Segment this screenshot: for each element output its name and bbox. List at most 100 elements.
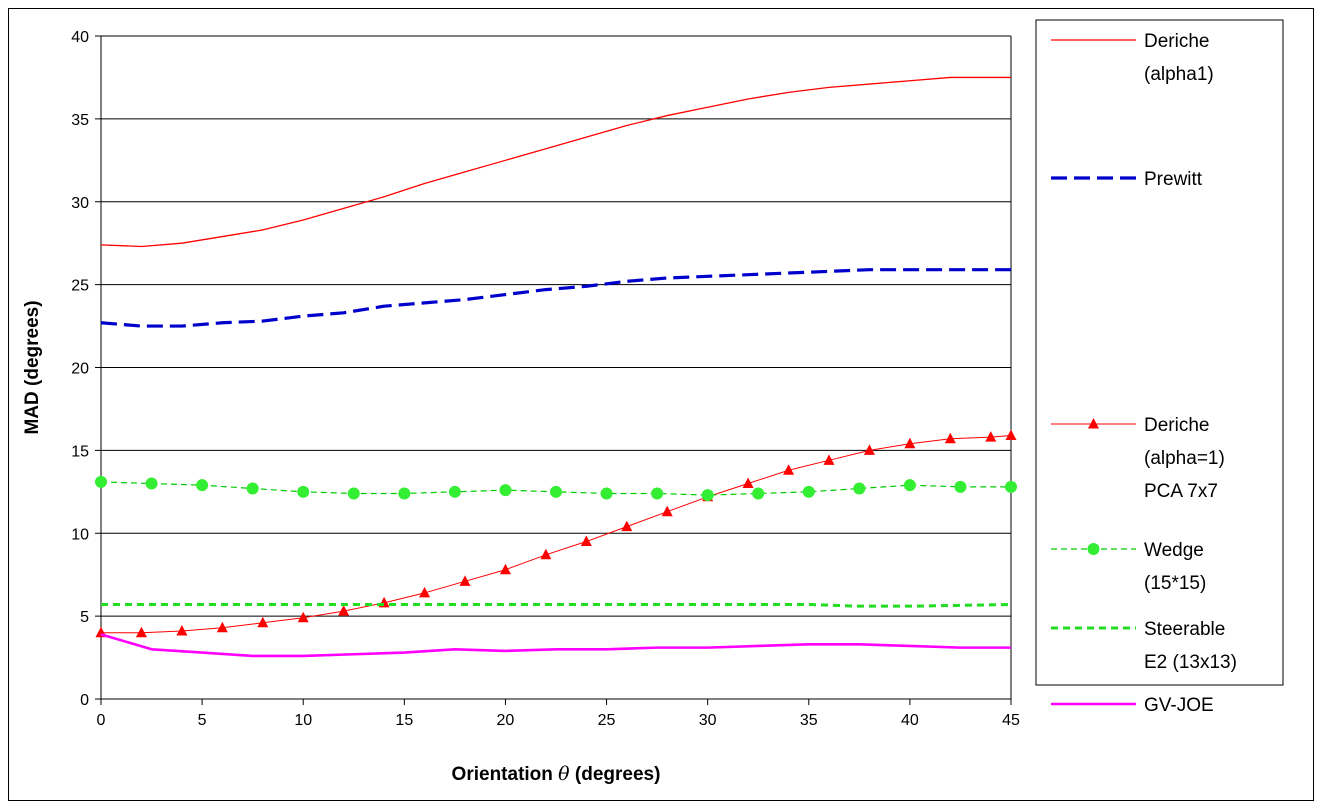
y-tick-label: 15 bbox=[71, 443, 89, 460]
data-point-triangle bbox=[257, 616, 269, 628]
legend-item-1: Prewitt bbox=[1051, 169, 1203, 190]
data-point-triangle bbox=[338, 605, 350, 616]
legend-label: Wedge bbox=[1144, 540, 1204, 561]
data-point-triangle bbox=[985, 431, 997, 442]
data-point-circle bbox=[752, 487, 765, 500]
y-tick-label: 35 bbox=[71, 112, 89, 129]
series-line bbox=[100, 268, 1011, 328]
data-point-circle bbox=[1005, 480, 1017, 493]
x-tick-label: 45 bbox=[1002, 712, 1020, 729]
y-tick-label: 30 bbox=[71, 195, 89, 212]
series-line bbox=[101, 434, 1012, 634]
legend-label: E2 (13x13) bbox=[1144, 652, 1237, 673]
data-point-circle bbox=[297, 485, 310, 498]
x-tick-label: 40 bbox=[901, 712, 919, 729]
y-tick-label: 40 bbox=[71, 29, 89, 46]
series-3 bbox=[95, 475, 1017, 502]
data-point-triangle bbox=[297, 611, 309, 623]
y-axis-title: MAD (degrees) bbox=[22, 300, 43, 434]
data-point-triangle bbox=[1088, 418, 1099, 429]
data-point-triangle bbox=[499, 563, 511, 575]
data-point-triangle bbox=[783, 464, 795, 475]
y-tick-label: 5 bbox=[80, 609, 89, 626]
data-point-circle bbox=[802, 485, 815, 498]
x-tick-label: 5 bbox=[198, 712, 207, 729]
x-tick-label: 10 bbox=[294, 712, 312, 729]
data-point-circle bbox=[701, 489, 714, 502]
data-point-triangle bbox=[459, 575, 471, 586]
series-2 bbox=[95, 429, 1017, 638]
data-point-circle bbox=[145, 477, 158, 490]
x-tick-label: 30 bbox=[699, 712, 717, 729]
series-5 bbox=[100, 633, 1011, 658]
series-line bbox=[100, 76, 1011, 248]
legend-label: Deriche bbox=[1144, 415, 1209, 436]
legend-label: Deriche bbox=[1144, 31, 1209, 52]
data-point-triangle bbox=[621, 520, 633, 532]
y-tick-label: 10 bbox=[71, 526, 89, 543]
data-point-circle bbox=[1087, 543, 1100, 555]
legend: Deriche (alpha1) Prewitt Deriche (alpha=1) PC… bbox=[1035, 19, 1284, 716]
legend-box bbox=[1035, 19, 1284, 686]
data-point-triangle bbox=[580, 535, 592, 547]
legend-label: GV-JOE bbox=[1144, 695, 1214, 716]
data-point-circle bbox=[196, 479, 209, 492]
axes: 0 5 10 15 20 25 30 35 40 0 5 10 15 20 25 30 35 40 45 bbox=[71, 29, 1020, 729]
legend-item-5: GV-JOE bbox=[1051, 695, 1214, 716]
data-point-triangle bbox=[661, 505, 673, 517]
legend-label: (15*15) bbox=[1144, 573, 1206, 594]
data-point-circle bbox=[954, 480, 967, 493]
chart-frame bbox=[8, 8, 1314, 801]
data-point-circle bbox=[600, 487, 613, 500]
data-point-triangle bbox=[863, 444, 875, 455]
series-4 bbox=[101, 603, 1012, 608]
legend-label: (alpha1) bbox=[1144, 64, 1214, 85]
data-point-triangle bbox=[742, 477, 754, 489]
legend-label: Prewitt bbox=[1144, 169, 1203, 190]
legend-item-0: Deriche (alpha1) bbox=[1051, 31, 1214, 85]
data-point-triangle bbox=[904, 437, 916, 449]
x-axis-title-symbol: θ bbox=[558, 763, 570, 785]
x-axis-title-text: Orientation bbox=[452, 764, 553, 785]
data-point-triangle bbox=[176, 625, 188, 636]
data-point-circle bbox=[448, 485, 461, 498]
data-point-circle bbox=[499, 484, 512, 497]
series-0 bbox=[100, 76, 1011, 248]
x-tick-label: 20 bbox=[497, 712, 515, 729]
data-point-triangle bbox=[216, 621, 228, 633]
data-point-circle bbox=[95, 475, 107, 488]
series-line bbox=[101, 603, 1012, 608]
data-point-circle bbox=[347, 487, 360, 500]
legend-label: (alpha=1) bbox=[1144, 448, 1225, 469]
x-tick-label: 35 bbox=[800, 712, 818, 729]
x-tick-label: 25 bbox=[598, 712, 616, 729]
data-point-triangle bbox=[135, 626, 147, 638]
y-tick-label: 0 bbox=[80, 692, 89, 709]
data-point-triangle bbox=[1005, 429, 1017, 440]
x-tick-label: 0 bbox=[97, 712, 106, 729]
legend-item-2: Deriche (alpha=1) PCA 7x7 bbox=[1051, 415, 1225, 502]
data-point-triangle bbox=[944, 432, 956, 444]
data-point-triangle bbox=[823, 454, 835, 465]
data-point-circle bbox=[550, 485, 562, 498]
data-point-circle bbox=[246, 482, 259, 495]
legend-item-4: Steerable E2 (13x13) bbox=[1051, 619, 1237, 673]
x-tick-label: 15 bbox=[395, 712, 413, 729]
x-axis-title: Orientation θ (degrees) bbox=[452, 763, 661, 785]
data-point-circle bbox=[398, 487, 411, 500]
data-point-circle bbox=[853, 482, 866, 495]
data-point-triangle bbox=[419, 586, 431, 598]
y-tick-label: 25 bbox=[71, 278, 89, 295]
series-line bbox=[100, 633, 1011, 658]
data-point-circle bbox=[651, 487, 664, 500]
legend-label: Steerable bbox=[1144, 619, 1225, 640]
series-layer bbox=[95, 76, 1017, 658]
y-tick-label: 20 bbox=[71, 361, 89, 378]
series-1 bbox=[100, 268, 1011, 328]
data-point-triangle bbox=[540, 548, 552, 560]
legend-label: PCA 7x7 bbox=[1144, 481, 1218, 502]
x-axis-title-unit: (degrees) bbox=[575, 764, 661, 785]
legend-item-3: Wedge (15*15) bbox=[1051, 540, 1206, 594]
data-point-circle bbox=[903, 479, 916, 492]
